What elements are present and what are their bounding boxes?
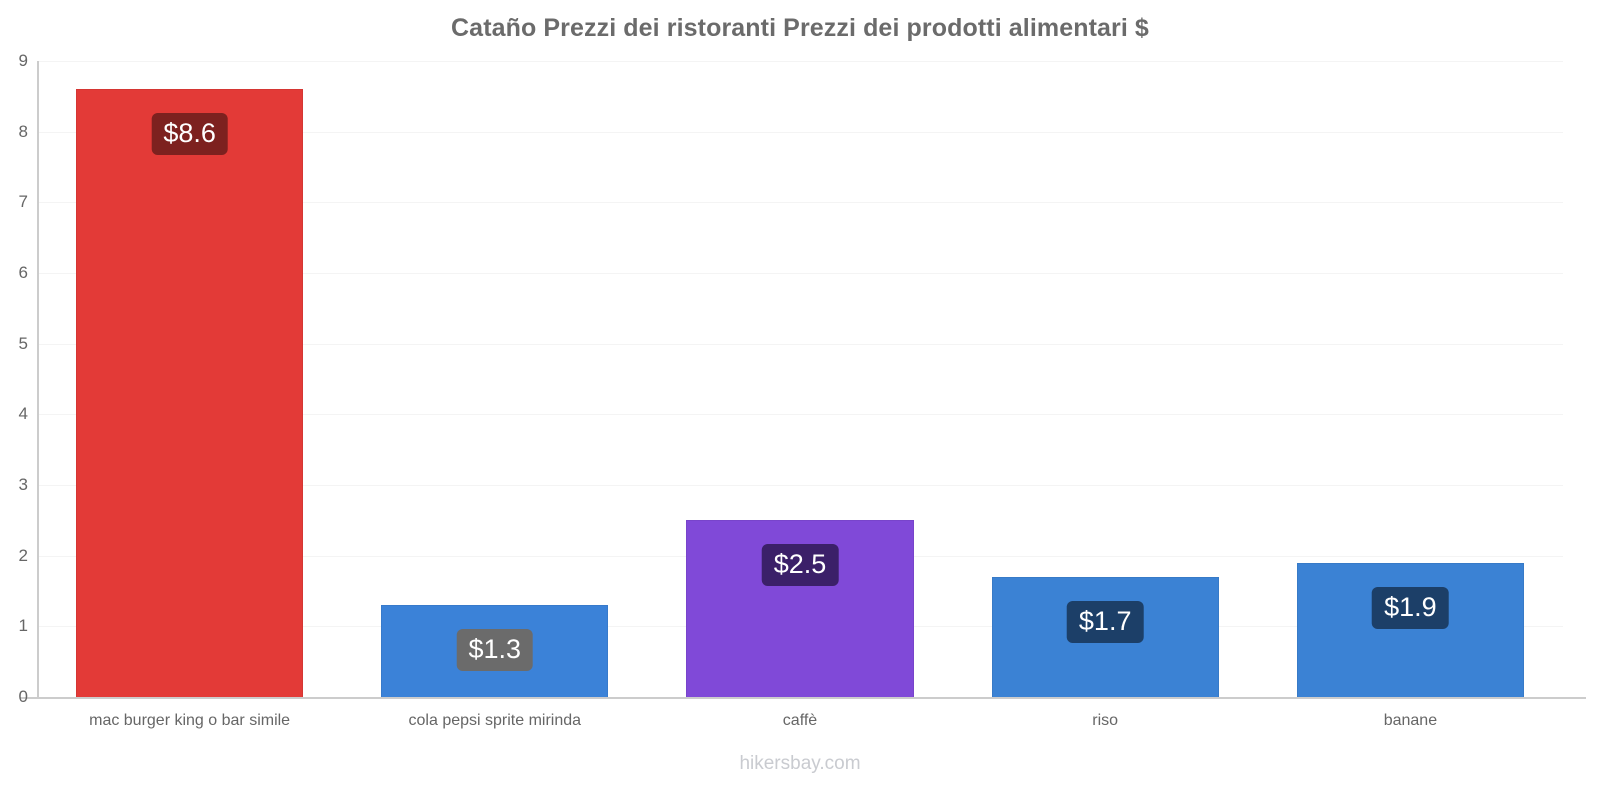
bar-value-label: $8.6 (151, 113, 228, 156)
y-axis-tick-label: 4 (18, 404, 28, 424)
y-axis-line (37, 61, 39, 698)
x-axis-tick-label: cola pepsi sprite mirinda (408, 712, 582, 729)
bar[interactable] (1296, 562, 1525, 697)
y-axis-tick-label: 7 (18, 192, 28, 212)
bar-value-label: $1.9 (1372, 586, 1449, 629)
gridline (37, 343, 1563, 345)
y-axis-tick-label: 3 (18, 475, 28, 494)
y-axis-tick-label: 9 (18, 51, 28, 70)
x-axis-tick-label: caffè (782, 712, 818, 729)
y-axis-tick-label: 0 (18, 687, 28, 706)
bar-value-label: $1.7 (1066, 600, 1144, 643)
gridline (37, 485, 1563, 486)
gridline (37, 202, 1563, 204)
chart-title: Cataño Prezzi dei ristoranti Prezzi dei … (451, 14, 1149, 42)
y-axis-tick-label: 8 (18, 121, 28, 141)
bar-value-label: $2.5 (761, 544, 839, 587)
x-axis-tick-label: riso (1092, 712, 1119, 729)
bar[interactable] (75, 89, 304, 697)
gridline (37, 273, 1563, 274)
gridline (37, 61, 1563, 62)
bar-value-label: $1.3 (456, 629, 534, 672)
x-axis-tick-label: mac burger king o bar simile (89, 712, 291, 729)
bars-layer (37, 61, 1563, 697)
y-axis-tick-label: 6 (18, 263, 28, 282)
footer-watermark: hikersbay.com (739, 753, 861, 774)
y-axis-tick-label: 2 (18, 545, 28, 565)
gridline (37, 131, 1563, 133)
y-axis-tick-label: 1 (18, 616, 28, 636)
x-axis-tick-label: banane (1383, 712, 1438, 729)
x-axis-line (20, 697, 1586, 699)
gridline (37, 414, 1563, 416)
y-axis-tick-label: 5 (18, 333, 28, 353)
